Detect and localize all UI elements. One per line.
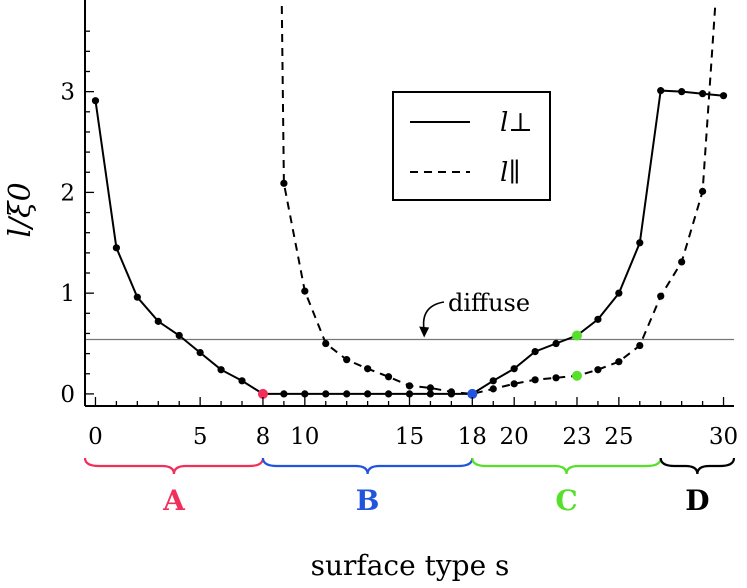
region-brace-c	[471, 457, 662, 475]
x-tick-label: 8	[256, 424, 271, 450]
region-label-a: A	[162, 484, 186, 517]
x-tick-label: 25	[604, 424, 633, 450]
data-point-perpendicular	[280, 390, 288, 398]
data-point-perpendicular	[489, 377, 497, 385]
data-point-parallel	[636, 341, 644, 350]
region-label-d: D	[685, 484, 709, 517]
region-braces: A B C D	[83, 457, 736, 517]
data-point-perpendicular	[552, 339, 560, 348]
data-point-perpendicular	[594, 315, 602, 323]
data-point-perpendicular	[615, 289, 623, 297]
x-tick-label: 5	[193, 424, 208, 450]
data-point-parallel	[594, 366, 602, 374]
data-point-perpendicular	[343, 390, 351, 398]
annotation-text: diffuse	[448, 289, 530, 317]
data-point-perpendicular	[510, 365, 518, 373]
x-tick-label: 20	[500, 424, 529, 450]
data-point-parallel	[531, 376, 539, 384]
data-point-perpendicular	[238, 377, 246, 385]
highlight-point	[467, 388, 478, 399]
highlight-point	[571, 370, 582, 381]
data-point-perpendicular	[384, 390, 393, 398]
data-point-parallel	[510, 380, 518, 388]
data-point-perpendicular	[657, 87, 665, 95]
region-label-b: B	[356, 484, 380, 517]
data-point-parallel	[301, 287, 309, 295]
data-point-parallel	[615, 358, 623, 366]
annotation-arrowhead	[419, 326, 430, 338]
legend-label-par: l∥	[500, 158, 520, 188]
y-tick-label: 3	[60, 80, 75, 106]
y-tick-label: 2	[60, 180, 75, 206]
data-point-perpendicular	[301, 390, 309, 398]
data-point-perpendicular	[217, 366, 225, 374]
data-point-perpendicular	[636, 239, 644, 247]
data-point-perpendicular	[133, 293, 141, 301]
data-point-perpendicular	[531, 347, 539, 356]
x-tick-label: 23	[562, 424, 591, 450]
x-tick-label: 0	[88, 424, 103, 450]
x-axis-label: surface type s	[311, 549, 510, 582]
data-point-perpendicular	[175, 331, 183, 340]
data-point-perpendicular	[678, 88, 686, 96]
data-point-perpendicular	[112, 244, 121, 252]
data-point-parallel	[322, 339, 330, 348]
highlight-point	[257, 388, 268, 399]
legend-box	[392, 91, 551, 201]
data-point-parallel	[280, 179, 288, 187]
data-point-perpendicular	[196, 348, 204, 357]
x-tick-label: 15	[395, 424, 424, 450]
data-point-perpendicular	[364, 390, 372, 398]
region-label-c: C	[555, 484, 577, 517]
data-point-perpendicular	[698, 90, 707, 98]
data-point-parallel	[405, 382, 414, 390]
data-point-perpendicular	[91, 97, 100, 105]
y-axis-label: l/ξ0	[3, 182, 38, 237]
legend: l⊥ l∥	[392, 91, 551, 201]
x-tick-label: 18	[458, 424, 487, 450]
data-point-parallel	[489, 385, 497, 393]
legend-label-perp: l⊥	[500, 108, 533, 138]
data-point-perpendicular	[322, 390, 330, 398]
data-point-parallel	[552, 374, 560, 382]
data-point-parallel	[384, 373, 393, 381]
data-point-perpendicular	[405, 390, 414, 398]
data-point-parallel	[364, 365, 372, 373]
data-point-perpendicular	[426, 390, 435, 398]
annotation-diffuse: diffuse	[419, 289, 530, 338]
data-point-parallel	[343, 356, 351, 364]
data-point-parallel	[678, 258, 686, 266]
x-tick-label: 30	[709, 424, 738, 450]
data-point-parallel	[698, 187, 707, 195]
data-point-parallel	[447, 388, 455, 396]
highlight-point	[571, 330, 582, 341]
region-brace-a	[83, 457, 265, 475]
y-tick-label: 0	[60, 382, 75, 408]
data-point-parallel	[426, 384, 435, 392]
x-tick-label: 10	[290, 424, 319, 450]
data-point-perpendicular	[154, 317, 162, 325]
region-brace-b	[261, 457, 474, 475]
annotation-arrow	[422, 301, 445, 331]
region-brace-d	[659, 457, 736, 475]
y-tick-label: 1	[60, 281, 75, 307]
data-point-parallel	[657, 292, 665, 300]
data-point-perpendicular	[719, 92, 728, 100]
